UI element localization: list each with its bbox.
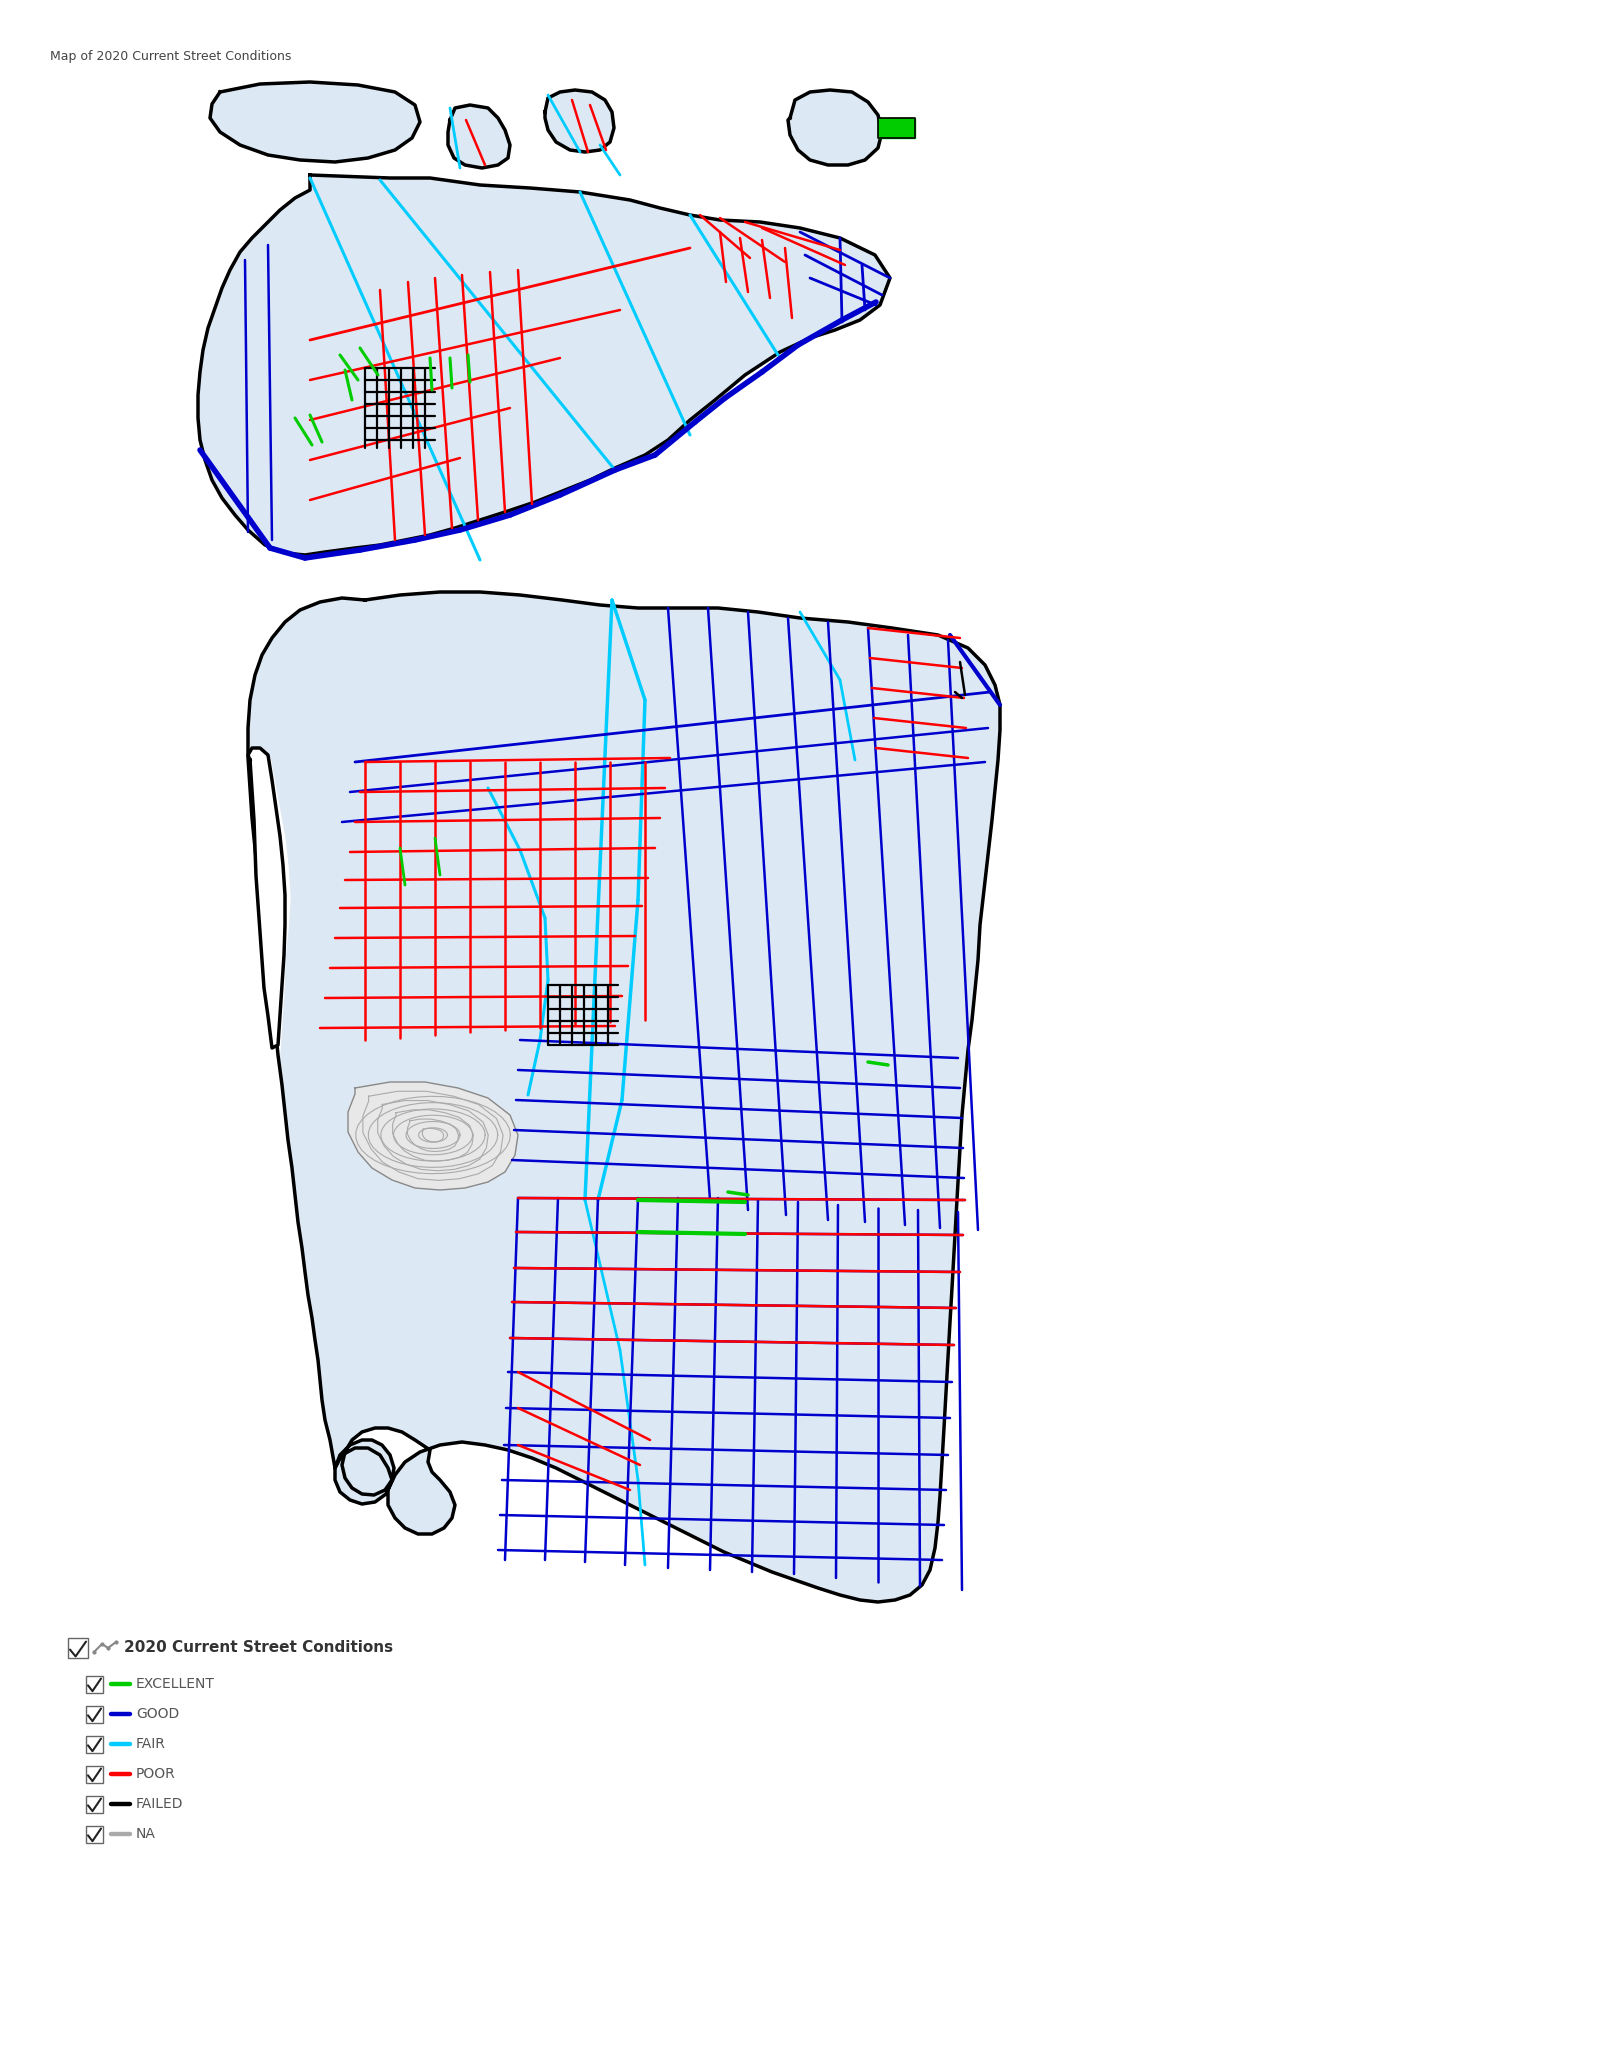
Text: FAILED: FAILED [136,1798,184,1810]
Polygon shape [349,1082,518,1190]
FancyBboxPatch shape [86,1705,102,1723]
Polygon shape [248,592,1000,1601]
Polygon shape [546,89,614,151]
Polygon shape [448,106,510,168]
Text: FAIR: FAIR [136,1738,166,1750]
FancyBboxPatch shape [86,1765,102,1783]
Text: POOR: POOR [136,1767,176,1781]
Text: 2020 Current Street Conditions: 2020 Current Street Conditions [125,1641,394,1655]
Polygon shape [198,176,890,554]
Polygon shape [787,89,882,166]
FancyBboxPatch shape [86,1796,102,1812]
Text: GOOD: GOOD [136,1707,179,1721]
FancyBboxPatch shape [86,1825,102,1843]
Polygon shape [248,749,285,1049]
Text: NA: NA [136,1827,155,1841]
FancyBboxPatch shape [86,1736,102,1752]
Polygon shape [248,749,290,1088]
Polygon shape [210,83,419,161]
FancyBboxPatch shape [86,1676,102,1692]
Text: Map of 2020 Current Street Conditions: Map of 2020 Current Street Conditions [50,50,291,62]
FancyBboxPatch shape [67,1639,88,1657]
Polygon shape [878,118,915,139]
Text: EXCELLENT: EXCELLENT [136,1678,214,1690]
